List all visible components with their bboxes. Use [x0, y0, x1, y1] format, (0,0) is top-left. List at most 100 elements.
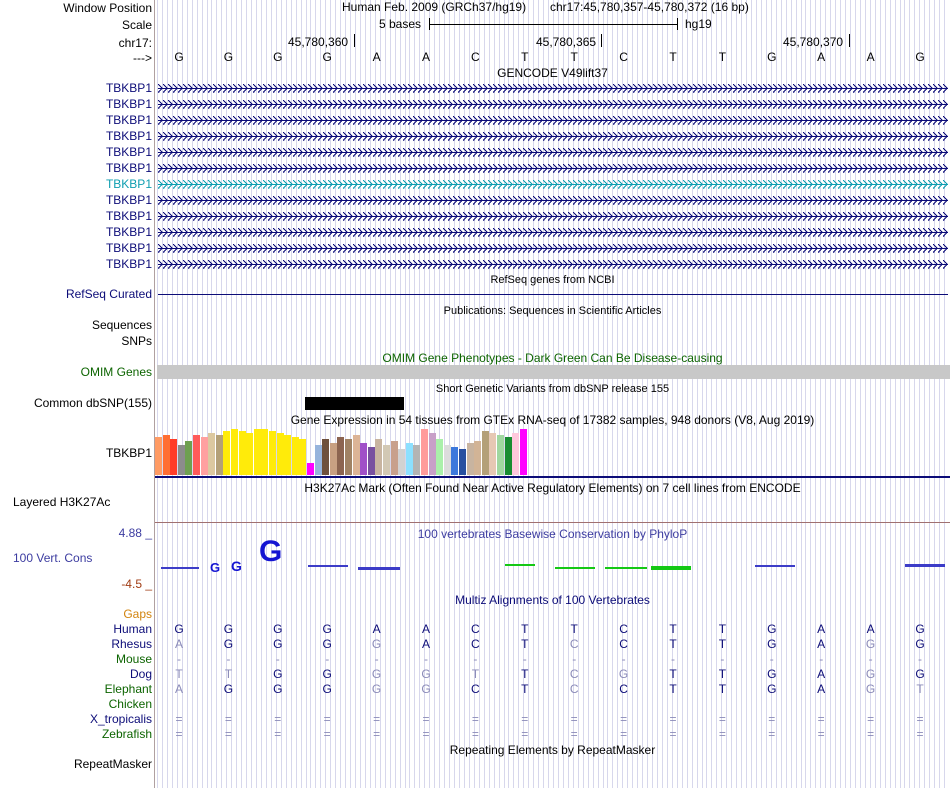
gtex-label[interactable]: TBKBP1: [105, 446, 152, 460]
base-gridline: [924, 0, 926, 788]
gtex-tissue-bar[interactable]: [428, 433, 436, 475]
species-label[interactable]: Chicken: [108, 697, 152, 711]
gtex-tissue-bar[interactable]: [474, 441, 482, 475]
gencode-gene-label[interactable]: TBKBP1: [105, 145, 152, 159]
alignment-base: G: [767, 667, 777, 681]
species-label[interactable]: Dog: [129, 667, 152, 681]
refseq-gene-line[interactable]: [158, 294, 948, 295]
species-label[interactable]: Human: [113, 622, 152, 636]
gtex-tissue-bar[interactable]: [352, 435, 360, 475]
gtex-tissue-bar[interactable]: [436, 439, 444, 475]
gtex-tissue-bar[interactable]: [223, 431, 231, 475]
alignment-base: -: [769, 652, 774, 666]
gencode-gene-label[interactable]: TBKBP1: [105, 97, 152, 111]
gtex-tissue-bar[interactable]: [322, 439, 330, 475]
gtex-tissue-bar[interactable]: [489, 433, 497, 475]
omim-label[interactable]: OMIM Genes: [80, 365, 152, 379]
gtex-tissue-bar[interactable]: [405, 443, 413, 475]
gencode-gene-label[interactable]: TBKBP1: [105, 241, 152, 255]
gencode-gene-label[interactable]: TBKBP1: [105, 113, 152, 127]
phylop-label[interactable]: 100 Vert. Cons: [13, 551, 93, 565]
refseq-label[interactable]: RefSeq Curated: [65, 287, 152, 301]
gtex-tissue-bar[interactable]: [466, 443, 474, 475]
alignment-base: T: [669, 667, 677, 681]
gtex-tissue-bar[interactable]: [200, 437, 208, 475]
gtex-tissue-bar[interactable]: [497, 435, 504, 475]
h3k27ac-label[interactable]: Layered H3K27Ac: [13, 495, 111, 509]
gencode-gene-label[interactable]: TBKBP1: [105, 81, 152, 95]
gtex-tissue-bar[interactable]: [413, 445, 421, 475]
species-label[interactable]: Elephant: [104, 682, 152, 696]
gtex-tissue-bar[interactable]: [291, 437, 299, 475]
gtex-tissue-bar[interactable]: [314, 445, 322, 475]
gtex-tissue-bar[interactable]: [512, 433, 520, 475]
track-area[interactable]: Human Feb. 2009 (GRCh37/hg19) chr17:45,7…: [155, 0, 950, 788]
base-gridline: [463, 0, 465, 788]
base-gridline: [622, 0, 624, 788]
gtex-tissue-bar[interactable]: [398, 449, 406, 475]
gtex-tissue-bar[interactable]: [459, 449, 466, 475]
alignment-base: =: [570, 712, 578, 726]
species-label[interactable]: Zebrafish: [101, 727, 152, 741]
gencode-gene-label[interactable]: TBKBP1: [105, 193, 152, 207]
gtex-tissue-bar[interactable]: [177, 445, 185, 475]
gtex-tissue-bar[interactable]: [193, 435, 200, 475]
dbsnp-label[interactable]: Common dbSNP(155): [33, 396, 152, 410]
gtex-tissue-bar[interactable]: [367, 447, 375, 475]
gtex-tissue-bar[interactable]: [276, 433, 284, 475]
gtex-tissue-bar[interactable]: [299, 439, 307, 475]
gencode-gene-label[interactable]: TBKBP1: [105, 225, 152, 239]
repeatmasker-label[interactable]: RepeatMasker: [73, 757, 152, 771]
omim-feature-bar[interactable]: [157, 365, 950, 379]
gtex-bar-chart[interactable]: [155, 428, 535, 475]
gtex-tissue-bar[interactable]: [329, 443, 337, 475]
gtex-tissue-bar[interactable]: [375, 439, 383, 475]
gencode-gene-label[interactable]: TBKBP1: [105, 177, 152, 191]
gencode-gene-label[interactable]: TBKBP1: [105, 209, 152, 223]
gtex-tissue-bar[interactable]: [360, 443, 368, 475]
gtex-tissue-bar[interactable]: [443, 445, 451, 475]
gtex-tissue-bar[interactable]: [284, 435, 292, 475]
alignment-base: =: [323, 727, 331, 741]
alignment-base: =: [570, 727, 578, 741]
gtex-tissue-bar[interactable]: [451, 447, 459, 475]
phylop-track[interactable]: G G G: [155, 535, 950, 580]
dbsnp-variant-block[interactable]: [305, 397, 404, 410]
h3k27ac-title: H3K27Ac Mark (Often Found Near Active Re…: [304, 481, 801, 495]
gtex-tissue-bar[interactable]: [421, 429, 428, 475]
gtex-tissue-bar[interactable]: [269, 431, 276, 475]
alignment-base: =: [224, 727, 232, 741]
gtex-tissue-bar[interactable]: [238, 431, 246, 475]
alignment-base: G: [273, 637, 283, 651]
gtex-tissue-bar[interactable]: [208, 433, 216, 475]
gtex-tissue-bar[interactable]: [185, 441, 193, 475]
gtex-tissue-bar[interactable]: [337, 437, 345, 475]
base-gridline: [686, 0, 688, 788]
gencode-gene-label[interactable]: TBKBP1: [105, 129, 152, 143]
publications-snps-label[interactable]: SNPs: [121, 334, 152, 348]
gtex-tissue-bar[interactable]: [481, 431, 489, 475]
gtex-tissue-bar[interactable]: [307, 463, 314, 475]
gencode-gene-label[interactable]: TBKBP1: [105, 257, 152, 271]
gtex-tissue-bar[interactable]: [261, 429, 269, 475]
gtex-tissue-bar[interactable]: [504, 437, 512, 475]
gencode-gene-label[interactable]: TBKBP1: [105, 161, 152, 175]
gtex-tissue-bar[interactable]: [519, 429, 527, 475]
gtex-tissue-bar[interactable]: [345, 439, 352, 475]
base-gridline: [310, 0, 312, 788]
gtex-tissue-bar[interactable]: [231, 429, 238, 475]
species-label[interactable]: X_tropicalis: [89, 712, 152, 726]
species-label[interactable]: Mouse: [115, 652, 152, 666]
base-gridline: [864, 0, 866, 788]
gtex-tissue-bar[interactable]: [170, 439, 178, 475]
gtex-tissue-bar[interactable]: [155, 437, 162, 475]
gtex-tissue-bar[interactable]: [215, 435, 223, 475]
species-label[interactable]: Rhesus: [111, 637, 152, 651]
publications-sequences-label[interactable]: Sequences: [91, 318, 152, 332]
gtex-tissue-bar[interactable]: [162, 435, 170, 475]
alignment-base: =: [274, 727, 282, 741]
gtex-tissue-bar[interactable]: [253, 429, 261, 475]
gtex-tissue-bar[interactable]: [390, 441, 398, 475]
gtex-tissue-bar[interactable]: [383, 445, 390, 475]
gtex-tissue-bar[interactable]: [246, 433, 254, 475]
